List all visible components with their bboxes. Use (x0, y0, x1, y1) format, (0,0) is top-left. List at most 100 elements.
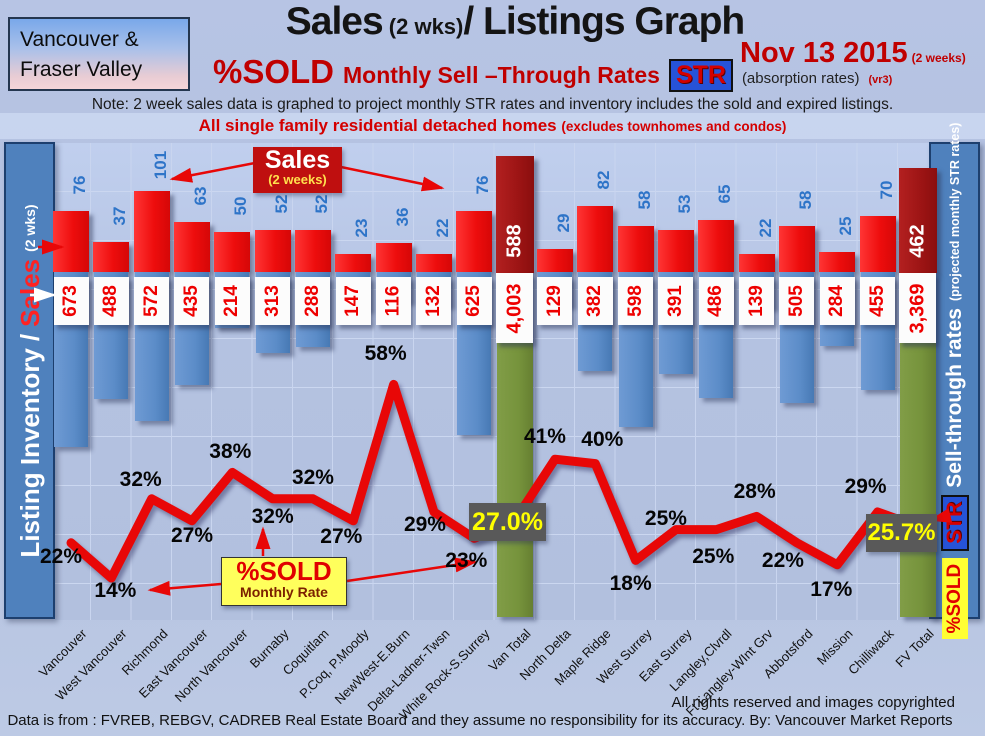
sales-value-label: 65 (715, 184, 735, 204)
sales-value-label: 22 (432, 218, 452, 238)
van-total-pct-box: 27.0% (469, 503, 546, 541)
inventory-value-box: 391 (658, 277, 694, 325)
inventory-value-box: 673 (53, 277, 89, 325)
sales-value-label: 82 (594, 170, 614, 190)
pct-label: 25% (644, 506, 687, 530)
sales-value-label: 52 (311, 194, 331, 214)
sales-callout-title: Sales (264, 146, 331, 174)
pct-label: 27% (320, 524, 363, 548)
left-axis-separator: / (14, 333, 44, 341)
inventory-value-label: 391 (664, 285, 686, 317)
scope-band (0, 113, 985, 139)
inventory-value-label: 382 (584, 285, 606, 317)
sales-value-label: 58 (634, 190, 654, 210)
pct-label: 27% (170, 523, 213, 547)
rights-text: All rights reserved and images copyright… (671, 694, 955, 711)
sales-bar (335, 253, 372, 272)
sales-bar (53, 211, 89, 272)
sales-value-label: 53 (674, 194, 694, 214)
sales-callout-sub: (2 weeks) (268, 172, 327, 187)
sales-value-label: 37 (110, 206, 130, 226)
inventory-value-label: 505 (785, 285, 807, 317)
inventory-value-label: 139 (745, 285, 767, 317)
inventory-value-box: 116 (376, 277, 412, 325)
sales-bar (577, 206, 614, 272)
pct-label: 32% (119, 467, 162, 491)
sales-bar (778, 225, 815, 272)
sales-bar (859, 216, 896, 272)
pct-label: 41% (523, 425, 566, 449)
inventory-value-label: 214 (221, 285, 243, 317)
pct-label: 14% (94, 579, 137, 602)
date-note: (2 weeks) (911, 51, 966, 65)
pct-label: 28% (733, 480, 776, 504)
sales-bar (819, 252, 856, 272)
inventory-value-box: 313 (255, 277, 291, 325)
sales-bar (617, 225, 654, 272)
inventory-value-box: 455 (860, 277, 896, 325)
inventory-value-box: 132 (416, 277, 452, 325)
left-axis-note: (2 wks) (21, 203, 38, 252)
sales-value-label: 70 (876, 180, 896, 200)
left-axis-sales-text: Sales (14, 258, 44, 327)
note-line: Note: 2 week sales data is graphed to pr… (91, 96, 894, 113)
right-axis-sidebar: %SOLD STR Sell-through rates (projected … (929, 122, 980, 639)
pct-label: 23% (445, 549, 488, 573)
right-axis-label: %SOLD STR Sell-through rates (projected … (932, 122, 978, 639)
sales-value-label: 101 (150, 151, 170, 180)
sales-value-label: 63 (190, 186, 210, 206)
scope-paren: (excludes townhomes and condos) (561, 119, 787, 134)
inventory-value-label: 3,369 (906, 282, 929, 334)
sales-value-label: 22 (755, 218, 775, 238)
source-text: Data is from : FVREB, REBGV, CADREB Real… (7, 712, 953, 729)
fv-total-pct-box: 25.7% (866, 514, 937, 552)
sales-bar (214, 232, 251, 272)
scope-line: All single family residential detached h… (0, 116, 985, 136)
right-axis-note: (projected monthly STR rates) (947, 122, 962, 301)
inventory-value-box: 147 (335, 277, 371, 325)
subtitle-text: Monthly Sell –Through Rates (343, 62, 660, 88)
inventory-value-label: 673 (59, 285, 81, 317)
pct-label: 22% (39, 544, 83, 568)
region-line1: Vancouver & (20, 28, 139, 51)
pct-label: 58% (364, 342, 407, 366)
sales-bar (93, 242, 130, 272)
sales-bar (294, 230, 331, 272)
inventory-value-label: 284 (826, 285, 848, 317)
subtitle-version: (vr3) (868, 74, 893, 86)
title-sub: (2 wks) (382, 14, 464, 39)
pct-callout-sub: Monthly Rate (240, 584, 328, 600)
inventory-value-label: 313 (261, 285, 283, 317)
sales-bar (536, 248, 573, 272)
inventory-value-box: 3,369 (899, 273, 937, 343)
region-line2: Fraser Valley (20, 58, 143, 82)
inventory-value-label: 116 (382, 285, 404, 317)
title-main: Sales (285, 0, 384, 43)
inventory-value-box: 488 (93, 277, 129, 325)
category-label: FV Total (892, 626, 937, 671)
pct-label: 25% (692, 544, 735, 568)
sales-bar (738, 254, 775, 272)
pct-label: 29% (844, 475, 887, 498)
inventory-value-box: 382 (577, 277, 613, 325)
inventory-value-box: 572 (134, 277, 170, 325)
pct-label: 38% (209, 440, 252, 464)
subtitle: %SOLD Monthly Sell –Through Rates STR (a… (213, 53, 892, 92)
subtitle-pct-sold: %SOLD (213, 53, 335, 90)
str-side-badge: STR (940, 494, 969, 551)
sales-bar (657, 229, 694, 272)
pct-label: 18% (609, 572, 652, 596)
pct-callout-title: %SOLD (236, 556, 332, 586)
sales-bar (375, 243, 412, 272)
page-title: Sales (2 wks)/ Listings Graph (235, 0, 795, 44)
sales-value-label: 76 (473, 175, 493, 195)
pct-label: 32% (291, 465, 334, 489)
sales-value-label: 29 (553, 213, 573, 233)
inventory-value-label: 486 (705, 285, 727, 317)
sales-bar (698, 220, 735, 272)
inventory-value-label: 132 (422, 285, 444, 317)
scope-text: All single family residential detached h… (198, 116, 557, 135)
inventory-value-box: 288 (295, 277, 331, 325)
total-sales-value: 462 (906, 224, 929, 258)
inventory-value-label: 435 (180, 285, 202, 317)
